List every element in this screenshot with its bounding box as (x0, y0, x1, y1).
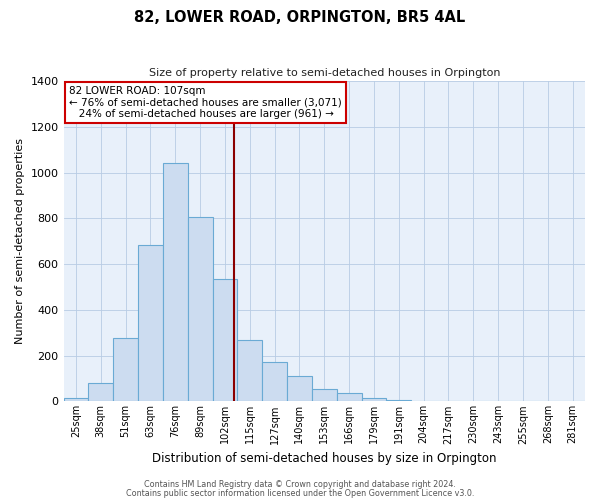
Text: Contains HM Land Registry data © Crown copyright and database right 2024.: Contains HM Land Registry data © Crown c… (144, 480, 456, 489)
Title: Size of property relative to semi-detached houses in Orpington: Size of property relative to semi-detach… (149, 68, 500, 78)
Bar (163, 164, 188, 402)
Text: Contains public sector information licensed under the Open Government Licence v3: Contains public sector information licen… (126, 489, 474, 498)
Bar (188, 217, 212, 402)
Bar (88, 383, 113, 402)
Text: 82 LOWER ROAD: 107sqm
← 76% of semi-detached houses are smaller (3,071)
   24% o: 82 LOWER ROAD: 107sqm ← 76% of semi-deta… (69, 86, 341, 119)
Text: 82, LOWER ROAD, ORPINGTON, BR5 4AL: 82, LOWER ROAD, ORPINGTON, BR5 4AL (134, 10, 466, 25)
Bar (138, 244, 163, 402)
X-axis label: Distribution of semi-detached houses by size in Orpington: Distribution of semi-detached houses by … (152, 452, 497, 465)
Bar (362, 398, 386, 402)
Bar (113, 338, 138, 402)
Bar (238, 340, 262, 402)
Y-axis label: Number of semi-detached properties: Number of semi-detached properties (15, 138, 25, 344)
Bar (64, 398, 88, 402)
Bar (337, 392, 362, 402)
Bar (386, 400, 411, 402)
Bar (312, 389, 337, 402)
Bar (411, 400, 436, 402)
Bar (287, 376, 312, 402)
Bar (262, 362, 287, 402)
Bar (212, 279, 238, 402)
